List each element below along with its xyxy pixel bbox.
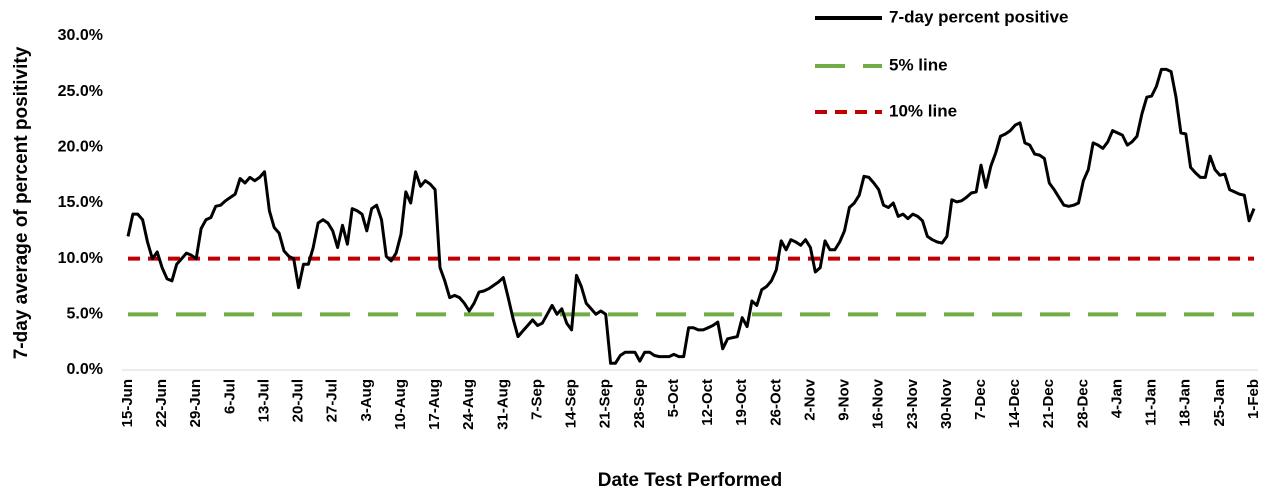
x-tick-label: 28-Sep xyxy=(631,379,648,428)
x-tick-label: 9-Nov xyxy=(836,378,853,420)
x-tick-label: 17-Aug xyxy=(426,379,443,430)
x-axis-title: Date Test Performed xyxy=(598,470,782,491)
x-tick-label: 7-Sep xyxy=(528,379,545,420)
legend-label: 10% line xyxy=(889,101,957,120)
x-tick-label: 7-Dec xyxy=(972,379,989,420)
x-tick-label: 12-Oct xyxy=(699,379,716,426)
y-tick-label: 30.0% xyxy=(58,27,103,44)
legend-label: 7-day percent positive xyxy=(889,7,1069,26)
x-tick-label: 25-Jan xyxy=(1211,379,1228,427)
x-tick-label: 14-Sep xyxy=(563,379,580,428)
y-tick-label: 0.0% xyxy=(67,361,103,378)
y-tick-label: 10.0% xyxy=(58,250,103,267)
x-tick-label: 16-Nov xyxy=(870,378,887,429)
x-tick-label: 24-Aug xyxy=(460,379,477,430)
x-tick-label: 2-Nov xyxy=(801,378,818,420)
x-tick-label: 13-Jul xyxy=(255,379,272,422)
x-tick-label: 15-Jun xyxy=(119,379,136,427)
x-tick-label: 11-Jan xyxy=(1143,379,1160,426)
x-tick-label: 31-Aug xyxy=(494,379,511,430)
y-tick-label: 25.0% xyxy=(58,83,103,100)
x-tick-label: 21-Dec xyxy=(1040,379,1057,428)
x-tick-label: 4-Jan xyxy=(1108,379,1125,418)
legend-label: 5% line xyxy=(889,55,948,74)
x-tick-label: 10-Aug xyxy=(392,379,409,430)
x-tick-label: 1-Feb xyxy=(1245,379,1262,419)
x-tick-label: 6-Jul xyxy=(221,379,238,414)
y-tick-label: 20.0% xyxy=(58,139,103,156)
x-tick-label: 23-Nov xyxy=(904,378,921,429)
x-tick-label: 21-Sep xyxy=(597,379,614,428)
x-tick-label: 20-Jul xyxy=(290,379,307,422)
x-tick-label: 5-Oct xyxy=(665,379,682,417)
x-tick-label: 22-Jun xyxy=(153,379,170,427)
x-tick-label: 26-Oct xyxy=(767,379,784,426)
x-tick-label: 18-Jan xyxy=(1177,379,1194,427)
y-tick-label: 15.0% xyxy=(58,194,103,211)
x-tick-label: 19-Oct xyxy=(733,379,750,426)
x-tick-label: 30-Nov xyxy=(938,378,955,429)
y-axis-title: 7-day average of percent positivity xyxy=(11,46,32,359)
x-tick-label: 3-Aug xyxy=(358,379,375,422)
x-tick-label: 29-Jun xyxy=(187,379,204,427)
x-tick-label: 28-Dec xyxy=(1074,379,1091,428)
x-tick-label: 27-Jul xyxy=(324,379,341,422)
y-tick-label: 5.0% xyxy=(67,306,103,323)
data-line xyxy=(126,67,1256,365)
x-tick-label: 14-Dec xyxy=(1006,379,1023,428)
